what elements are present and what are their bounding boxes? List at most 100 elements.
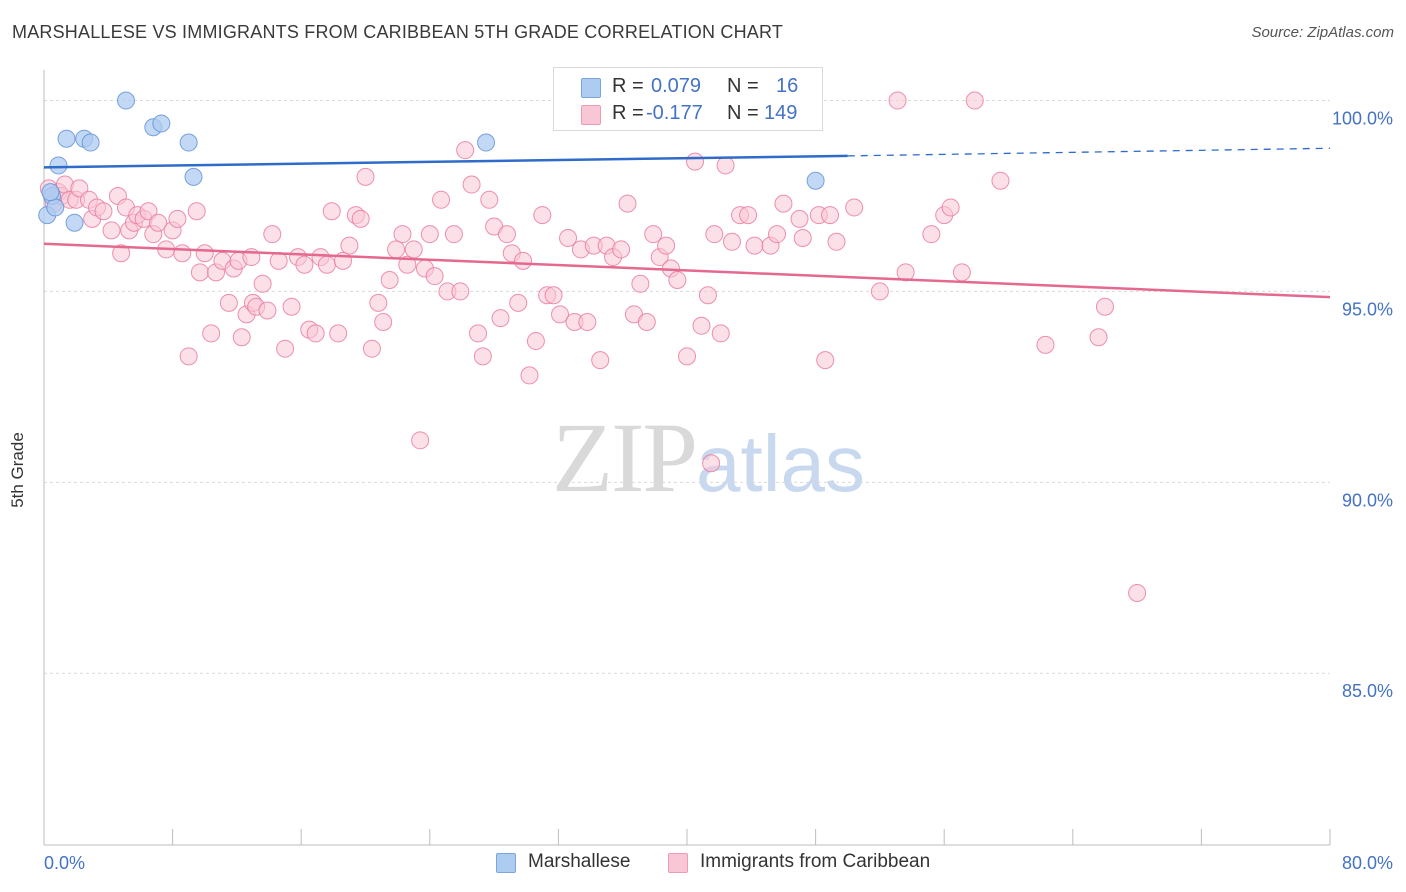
- caribbean-point: [202, 324, 221, 343]
- caribbean-point: [952, 263, 971, 282]
- marshallese-point: [477, 133, 496, 152]
- caribbean-point: [317, 255, 336, 274]
- caribbean-point: [306, 324, 325, 343]
- caribbean-point: [173, 244, 192, 263]
- caribbean-point: [533, 206, 552, 225]
- caribbean-point: [768, 225, 787, 244]
- caribbean-point: [739, 206, 758, 225]
- marshallese-point: [46, 198, 65, 217]
- caribbean-point: [219, 293, 238, 312]
- marshallese-point: [179, 133, 198, 152]
- caribbean-point: [444, 225, 463, 244]
- caribbean-point: [692, 316, 711, 335]
- caribbean-point: [112, 244, 131, 263]
- caribbean-point: [745, 236, 764, 255]
- caribbean-point: [827, 232, 846, 251]
- caribbean-point: [374, 312, 393, 331]
- caribbean-point: [514, 251, 533, 270]
- caribbean-point: [559, 228, 578, 247]
- caribbean-point: [870, 282, 889, 301]
- caribbean-trend-line: [43, 242, 1331, 299]
- caribbean-point: [322, 202, 341, 221]
- caribbean-point: [711, 324, 730, 343]
- marshallese-point: [152, 114, 171, 133]
- caribbean-point: [723, 232, 742, 251]
- source-credit: Source: ZipAtlas.com: [1251, 24, 1394, 41]
- caribbean-point: [668, 270, 687, 289]
- marshallese-point: [57, 129, 76, 148]
- marshallese-point: [65, 213, 84, 232]
- caribbean-point: [526, 332, 545, 351]
- bottom-legend-label: Immigrants from Caribbean: [700, 851, 931, 872]
- caribbean-point: [387, 240, 406, 259]
- watermark-zip: ZIP: [552, 402, 698, 513]
- caribbean-point: [686, 152, 705, 171]
- y-tick-label: 95.0%: [1342, 299, 1393, 319]
- caribbean-point: [716, 156, 735, 175]
- caribbean-point: [520, 366, 539, 385]
- marshallese-point: [116, 91, 135, 110]
- caribbean-point: [1089, 328, 1108, 347]
- marshallese-point: [184, 167, 203, 186]
- caribbean-point: [491, 309, 510, 328]
- caribbean-point: [340, 236, 359, 255]
- bottom-legend-swatch-marshallese: [496, 853, 516, 873]
- caribbean-point: [462, 175, 481, 194]
- caribbean-point: [888, 91, 907, 110]
- legend-swatch-caribbean: [581, 105, 601, 125]
- caribbean-point: [631, 274, 650, 293]
- legend-r-value: -0.177: [646, 102, 703, 124]
- y-tick-label: 90.0%: [1342, 490, 1393, 510]
- marshallese-point: [806, 171, 825, 190]
- caribbean-point: [509, 293, 528, 312]
- caribbean-point: [369, 293, 388, 312]
- caribbean-point: [644, 225, 663, 244]
- trend-layer: [43, 147, 1331, 299]
- caribbean-point: [253, 274, 272, 293]
- marshallese-point: [41, 183, 60, 202]
- caribbean-point: [845, 198, 864, 217]
- caribbean-point: [678, 347, 696, 366]
- caribbean-point: [896, 263, 915, 282]
- caribbean-point: [398, 255, 417, 274]
- caribbean-point: [263, 225, 282, 244]
- caribbean-point: [544, 286, 563, 305]
- caribbean-point: [195, 244, 214, 263]
- watermark: ZIPatlas: [552, 400, 865, 515]
- marshallese-point: [81, 133, 100, 152]
- legend-n-label: N =: [727, 102, 759, 124]
- caribbean-point: [102, 221, 121, 240]
- caribbean-point: [497, 225, 516, 244]
- legend-r-value: 0.079: [651, 75, 702, 97]
- y-tick-label: 100.0%: [1332, 109, 1393, 129]
- x-tick-label: 0.0%: [44, 853, 85, 873]
- legend-r-label: R =: [612, 75, 644, 97]
- legend-row-caribbean: R = -0.177 N = 149: [554, 101, 822, 129]
- caribbean-point: [821, 206, 840, 225]
- caribbean-point: [295, 255, 314, 274]
- caribbean-point: [380, 270, 399, 289]
- caribbean-point: [591, 351, 610, 370]
- tick-labels: 100.0% 95.0% 90.0% 85.0% 0.0% 80.0%: [44, 109, 1393, 873]
- caribbean-point: [282, 297, 301, 316]
- caribbean-point: [179, 347, 198, 366]
- caribbean-point: [991, 171, 1010, 190]
- marshallese-trend-line: [43, 154, 848, 169]
- caribbean-point: [618, 194, 637, 213]
- caribbean-point: [1095, 297, 1114, 316]
- legend-swatch-marshallese: [581, 78, 601, 98]
- caribbean-point: [432, 190, 451, 209]
- legend: R = 0.079 N = 16 R = -0.177 N = 149: [553, 67, 823, 131]
- caribbean-point: [329, 324, 348, 343]
- caribbean-point: [657, 236, 676, 255]
- chart-title: MARSHALLESE VS IMMIGRANTS FROM CARIBBEAN…: [12, 22, 784, 42]
- caribbean-point: [941, 198, 960, 217]
- caribbean-point: [425, 267, 444, 286]
- caribbean-point: [1036, 335, 1055, 354]
- caribbean-point: [793, 228, 812, 247]
- caribbean-point: [362, 339, 381, 358]
- caribbean-point: [473, 347, 492, 366]
- caribbean-point: [420, 225, 439, 244]
- caribbean-point: [190, 263, 209, 282]
